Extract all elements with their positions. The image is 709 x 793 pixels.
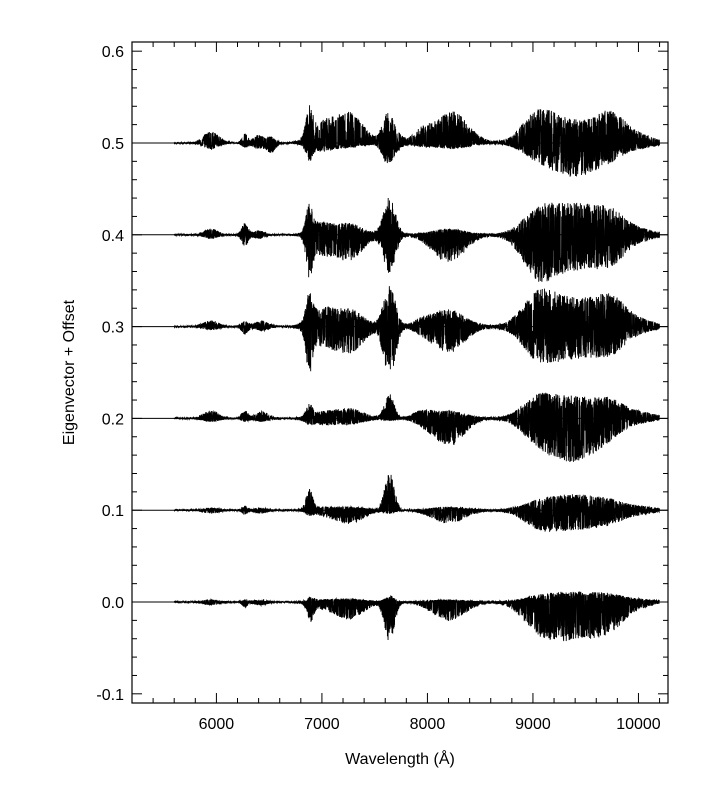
y-tick-label: 0.6 [102,44,124,61]
y-tick-label: 0.5 [102,136,124,153]
eigenvector-trace-2 [173,286,660,372]
x-axis-label: Wavelength (Å) [345,749,455,768]
x-tick-label: 9000 [515,716,551,733]
eigenvector-trace-3 [173,392,660,463]
eigenvector-trace-0 [173,105,660,177]
x-tick-label: 8000 [410,716,446,733]
y-tick-label: 0.2 [102,411,124,428]
eigenvector-trace-1 [173,198,660,282]
series-layer [132,105,668,642]
eigenvector-trace-5 [173,591,660,642]
x-tick-label: 6000 [199,716,235,733]
x-tick-label: 10000 [616,716,661,733]
y-tick-label: -0.1 [96,687,124,704]
y-tick-label: 0.4 [102,228,124,245]
ticks-layer: 6000 7000 8000 9000 10000 -0.1 0.0 0.1 0.2 0.3 0.4… [96,42,668,733]
y-tick-label: 0.1 [102,503,124,520]
y-tick-label: 0.3 [102,320,124,337]
x-tick-label: 7000 [304,716,340,733]
plot-frame [131,41,669,704]
eigenvector-trace-4 [173,474,660,532]
y-tick-label: 0.0 [102,595,124,612]
y-axis-label: Eigenvector + Offset [61,299,78,445]
